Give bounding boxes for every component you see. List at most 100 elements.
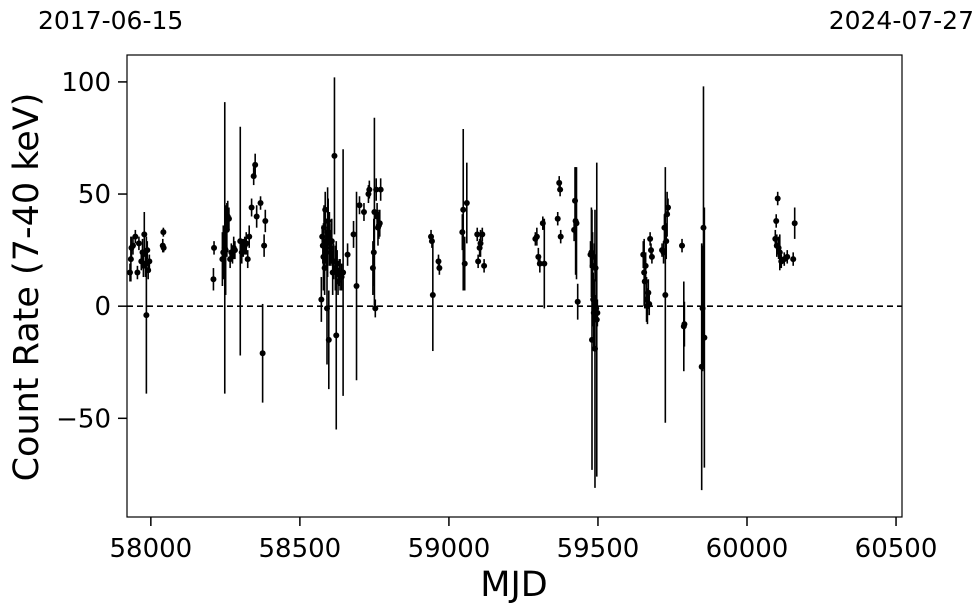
data-point bbox=[681, 321, 688, 328]
data-point bbox=[129, 242, 136, 249]
data-point bbox=[366, 186, 373, 193]
y-axis-ticks: −50 0 50 100 bbox=[56, 68, 127, 434]
data-point bbox=[371, 208, 378, 215]
y-tick-label: 50 bbox=[78, 180, 111, 210]
data-point bbox=[373, 186, 380, 193]
y-tick-label: 100 bbox=[61, 68, 111, 98]
data-point bbox=[662, 291, 669, 298]
data-point bbox=[353, 283, 360, 289]
x-axis-label: MJD bbox=[480, 565, 547, 605]
data-point bbox=[479, 231, 486, 238]
data-point bbox=[328, 238, 335, 245]
x-tick-label: 58000 bbox=[109, 534, 192, 564]
data-point bbox=[331, 152, 338, 159]
data-point bbox=[557, 186, 564, 193]
data-point bbox=[776, 249, 783, 256]
data-point bbox=[135, 240, 142, 247]
x-tick-label: 60000 bbox=[706, 534, 789, 564]
data-point bbox=[126, 269, 133, 276]
data-point bbox=[322, 206, 329, 213]
data-point bbox=[132, 233, 139, 240]
data-point bbox=[333, 332, 340, 339]
data-point bbox=[231, 247, 238, 254]
data-point bbox=[461, 260, 468, 267]
data-point bbox=[647, 235, 654, 242]
data-point bbox=[325, 217, 332, 224]
data-point bbox=[356, 202, 363, 209]
data-point bbox=[318, 296, 325, 303]
data-point bbox=[244, 256, 251, 263]
data-point bbox=[222, 247, 229, 254]
data-point bbox=[225, 215, 232, 222]
data-point bbox=[144, 247, 151, 254]
data-point bbox=[435, 258, 442, 265]
data-point bbox=[773, 217, 780, 224]
data-point bbox=[252, 161, 259, 168]
data-point bbox=[377, 186, 384, 193]
data-point bbox=[481, 262, 488, 269]
data-point bbox=[556, 179, 563, 186]
data-point bbox=[645, 289, 652, 296]
data-point bbox=[574, 298, 581, 305]
data-point bbox=[679, 242, 686, 249]
data-point bbox=[243, 240, 250, 247]
start-date-label: 2017-06-15 bbox=[38, 6, 184, 35]
data-point bbox=[463, 200, 470, 207]
data-point bbox=[663, 238, 670, 245]
data-marks-layer bbox=[126, 77, 798, 491]
data-point bbox=[648, 253, 655, 260]
data-point bbox=[350, 231, 357, 238]
data-point bbox=[257, 200, 264, 207]
data-point bbox=[340, 269, 347, 276]
data-point bbox=[145, 267, 152, 274]
data-point bbox=[376, 220, 383, 227]
data-point bbox=[141, 231, 148, 238]
data-point bbox=[460, 206, 467, 213]
data-point bbox=[791, 220, 798, 227]
data-point bbox=[261, 242, 268, 249]
data-point bbox=[259, 350, 266, 357]
data-point bbox=[436, 265, 443, 272]
data-point bbox=[533, 233, 540, 240]
data-point bbox=[459, 229, 466, 236]
data-point bbox=[211, 244, 218, 251]
data-point bbox=[573, 220, 580, 227]
y-axis-label: Count Rate (7-40 keV) bbox=[7, 93, 47, 482]
x-tick-label: 58500 bbox=[259, 534, 342, 564]
data-point bbox=[429, 291, 436, 298]
data-point bbox=[477, 240, 484, 247]
data-point bbox=[143, 312, 150, 319]
data-point bbox=[664, 211, 671, 218]
data-point bbox=[253, 213, 260, 220]
data-point bbox=[541, 260, 548, 267]
x-tick-label: 59000 bbox=[408, 534, 491, 564]
data-point bbox=[701, 334, 708, 341]
data-point bbox=[248, 204, 255, 211]
data-point bbox=[642, 262, 649, 269]
data-point bbox=[554, 215, 561, 222]
data-point bbox=[146, 258, 153, 265]
plot-frame bbox=[126, 54, 903, 518]
x-axis-ticks: 58000 58500 59000 59500 60000 60500 bbox=[109, 517, 937, 564]
end-date-label: 2024-07-27 bbox=[828, 6, 974, 35]
data-point bbox=[790, 256, 797, 263]
data-point bbox=[160, 244, 167, 251]
data-point bbox=[648, 247, 655, 254]
x-tick-label: 60500 bbox=[855, 534, 938, 564]
data-point bbox=[700, 224, 707, 231]
data-point bbox=[210, 276, 217, 283]
data-point bbox=[665, 204, 672, 211]
data-point bbox=[360, 208, 367, 215]
data-point bbox=[428, 238, 435, 245]
x-tick-label: 59500 bbox=[557, 534, 640, 564]
data-point bbox=[594, 309, 601, 316]
y-tick-label: 0 bbox=[94, 292, 111, 322]
data-point bbox=[557, 233, 564, 240]
data-point bbox=[372, 305, 379, 312]
data-point bbox=[344, 251, 351, 258]
data-point bbox=[784, 253, 791, 260]
data-point bbox=[134, 269, 141, 276]
data-point bbox=[475, 258, 482, 265]
data-point bbox=[474, 231, 481, 238]
